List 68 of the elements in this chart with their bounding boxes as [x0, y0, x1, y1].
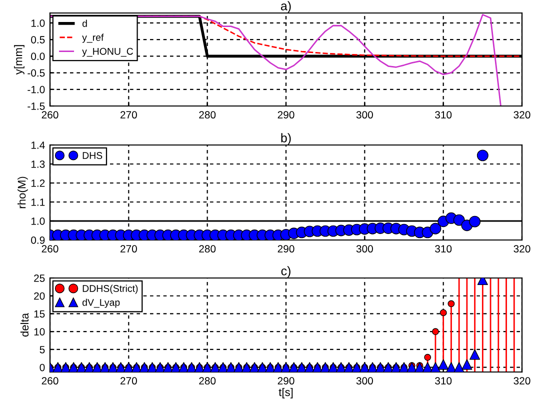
chart-title: c)	[281, 266, 290, 278]
point	[469, 216, 481, 228]
x-tick-label: 270	[120, 377, 137, 385]
point	[414, 362, 425, 372]
x-tick-label: 280	[199, 377, 216, 385]
x-tick-label: 320	[514, 245, 530, 253]
x-tick-label: 270	[120, 245, 137, 253]
legend-label: d	[82, 20, 87, 27]
y-tick-label: -1.5	[28, 102, 45, 110]
x-tick-label: 310	[435, 377, 452, 385]
point	[438, 359, 449, 370]
y-tick-label: 1.3	[31, 160, 45, 168]
point	[406, 362, 418, 372]
point	[430, 222, 442, 234]
point	[432, 328, 439, 336]
point	[446, 362, 456, 372]
point	[476, 150, 488, 162]
x-tick-label: 260	[42, 111, 58, 119]
x-tick-label: 300	[356, 245, 373, 253]
x-tick-label: 310	[435, 111, 452, 119]
point	[424, 354, 432, 361]
y-tick-label: -1.0	[28, 86, 45, 94]
y-tick-label: 25	[34, 274, 45, 282]
y-tick-label: 20	[34, 292, 45, 300]
x-tick-label: 290	[278, 111, 294, 119]
x-tick-label: 290	[278, 245, 294, 253]
legend-label: y_ref	[82, 34, 104, 43]
x-tick-label: 290	[278, 377, 294, 385]
y-tick-label: 0.0	[31, 52, 45, 60]
y-tick-label: 0	[40, 364, 45, 372]
point	[440, 309, 447, 316]
point	[430, 362, 441, 372]
y-tick-label: 0.5	[31, 36, 45, 44]
y-tick-label: 1.1	[31, 198, 45, 206]
y-tick-label: -0.5	[28, 69, 45, 77]
point	[462, 359, 472, 370]
y-axis-title: rho(M)	[18, 176, 28, 208]
x-tick-label: 300	[356, 377, 373, 385]
x-tick-label: 270	[120, 111, 137, 119]
x-tick-label: 260	[42, 377, 58, 385]
y-axis-title: y[mm]	[14, 45, 24, 75]
y-tick-label: 1.2	[31, 180, 45, 187]
point	[454, 362, 464, 372]
y-tick-label: 1.4	[31, 142, 45, 149]
y-tick-label: 5	[40, 346, 45, 354]
x-tick-label: 320	[514, 377, 530, 385]
y-tick-label: 0.9	[31, 236, 45, 244]
legend-label: DHS	[82, 152, 102, 159]
x-tick-label: 320	[514, 111, 530, 119]
legend-label: dV_Lyap	[82, 298, 120, 308]
y-tick-label: 1.0	[31, 218, 45, 225]
x-tick-label: 280	[199, 111, 216, 119]
x-axis-title: t[s]	[278, 388, 293, 398]
point	[448, 300, 455, 308]
y-axis-title: delta	[20, 312, 29, 337]
point	[470, 349, 480, 360]
legend-label: DDHS(Strict)	[82, 284, 138, 294]
x-tick-label: 260	[42, 245, 58, 253]
x-tick-label: 280	[199, 245, 216, 253]
x-tick-label: 300	[356, 111, 373, 119]
y-tick-label: 10	[34, 328, 45, 336]
point	[453, 214, 465, 226]
legend-label: y_HONU_C	[82, 48, 134, 57]
chart-title: a)	[280, 1, 291, 13]
x-tick-label: 310	[435, 245, 452, 253]
chart-title: b)	[281, 133, 291, 145]
y-tick-label: 1.0	[31, 19, 45, 27]
y-tick-label: 15	[34, 310, 45, 318]
